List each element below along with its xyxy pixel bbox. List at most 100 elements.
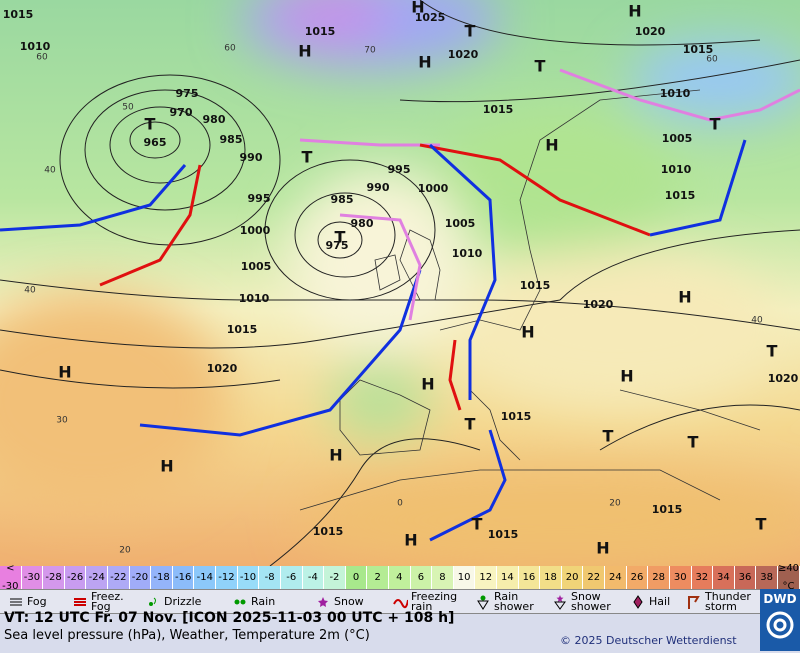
isobar-label: 1020: [583, 298, 614, 311]
isobar-label: 995: [388, 163, 411, 176]
isobar-label: 1010: [239, 292, 270, 305]
grid-label: 40: [751, 316, 763, 326]
pressure-center: H: [329, 446, 342, 465]
legend-icon: [393, 598, 408, 608]
scale-label: -10: [239, 572, 257, 583]
scale-label: -2: [329, 572, 340, 583]
scale-label: 12: [479, 572, 493, 583]
scale-label: 22: [587, 572, 601, 583]
scale-cell: 4: [388, 566, 411, 589]
isobar-label: 1020: [768, 372, 799, 385]
scale-cell: 16: [518, 566, 541, 589]
grid-label: 30: [56, 416, 68, 426]
scale-cell: -18: [151, 566, 173, 589]
legend-item: Snow shower: [552, 590, 622, 613]
scale-cell: 8: [432, 566, 454, 589]
legend-item: Hail: [630, 590, 680, 613]
isobar-label: 1010: [661, 163, 692, 176]
copyright: © 2025 Deutscher Wetterdienst: [560, 634, 737, 647]
legend-item: Thunder storm: [686, 590, 761, 613]
scale-label: -22: [110, 572, 127, 583]
weather-legend: Fog Freez. Fog Drizzle Rain Snow Freezing rai…: [0, 589, 760, 614]
pressure-center: H: [678, 288, 691, 307]
logo-text: DWD: [763, 592, 797, 606]
scale-label: -26: [66, 572, 84, 583]
legend-label: Drizzle: [164, 594, 202, 608]
scale-cell: -28: [43, 566, 65, 589]
pressure-center: H: [628, 2, 641, 21]
pressure-center: H: [418, 53, 431, 72]
temperature-scale: < -30 -30 -28 -26 -24 -22 -20 -18 -16 -14 -12 -10 -8-…: [0, 563, 800, 592]
scale-cell: 30: [669, 566, 692, 589]
isobar-label: 1015: [501, 410, 532, 423]
grid-label: 20: [609, 499, 621, 509]
legend-icon: [633, 594, 643, 609]
scale-label: 14: [500, 572, 514, 583]
scale-label: 0: [352, 572, 360, 583]
legend-item: Drizzle: [145, 590, 215, 613]
grid-label: 50: [122, 103, 134, 113]
pressure-center: T: [710, 115, 721, 134]
pressure-center: T: [465, 415, 476, 434]
isobar-label: 1015: [227, 323, 258, 336]
isobar-label: 1015: [488, 528, 519, 541]
scale-cell: 26: [626, 566, 649, 589]
isobar-label: 980: [203, 113, 226, 126]
isobar-label: 1005: [662, 132, 693, 145]
pressure-center: H: [58, 363, 71, 382]
fronts: [0, 68, 800, 542]
scale-label: 10: [457, 572, 471, 583]
isobar-label: 1010: [20, 40, 51, 53]
isobars: [0, 0, 800, 566]
scale-label: -30: [2, 581, 19, 592]
legend-icon: [10, 598, 22, 605]
isobar-label: 1010: [660, 87, 691, 100]
scale-cell: -16: [172, 566, 195, 589]
grid-label: 60: [224, 44, 236, 54]
legend-item: Rain: [232, 590, 302, 613]
scale-label: -28: [45, 572, 62, 583]
legend-icon: [149, 597, 156, 606]
isobar-label: 1000: [240, 224, 271, 237]
legend-item: Snow: [315, 590, 385, 613]
scale-label: 2: [374, 572, 381, 583]
isobar-label: 1010: [452, 247, 483, 260]
isobar-label: 995: [248, 192, 271, 205]
legend-item: Rain shower: [475, 590, 545, 613]
isobar-label: 1000: [418, 182, 449, 195]
scale-cell: 36: [734, 566, 757, 589]
isobar-label: 1015: [305, 25, 336, 38]
scale-label: 16: [522, 572, 536, 583]
scale-label: -18: [153, 572, 170, 583]
scale-label: 30: [673, 572, 687, 583]
isobar-label: 1020: [635, 25, 666, 38]
description: Sea level pressure (hPa), Weather, Tempe…: [4, 628, 370, 643]
scale-cell: 6: [410, 566, 433, 589]
isobar-label: 1020: [448, 48, 479, 61]
legend-icon: [234, 599, 246, 604]
scale-label: 20: [565, 572, 579, 583]
pressure-center: T: [767, 342, 778, 361]
legend-label: Rain: [251, 594, 276, 608]
legend-icon: [688, 595, 700, 609]
grid-label: 40: [24, 286, 36, 296]
pressure-center: T: [335, 228, 346, 247]
pressure-center: T: [688, 433, 699, 452]
scale-cell: -22: [108, 566, 130, 589]
grid-label: 70: [364, 46, 376, 56]
scale-cell: ≥40 °C: [777, 563, 800, 592]
scale-label: <: [6, 563, 15, 574]
scale-label: 28: [652, 572, 665, 583]
isobar-label: 1015: [683, 43, 714, 56]
scale-label: ≥40: [777, 563, 800, 574]
scale-cell: -24: [86, 566, 109, 589]
scale-cell: 12: [475, 566, 498, 589]
isobar-label: 975: [326, 239, 349, 252]
scale-cell: -10: [237, 566, 260, 589]
legend-label: Snow: [334, 594, 364, 608]
pressure-center: H: [421, 375, 434, 394]
scale-label: 4: [396, 572, 403, 583]
isobar-label: 1005: [241, 260, 272, 273]
isobar-label: 970: [170, 106, 193, 119]
pressure-center: T: [603, 427, 614, 446]
